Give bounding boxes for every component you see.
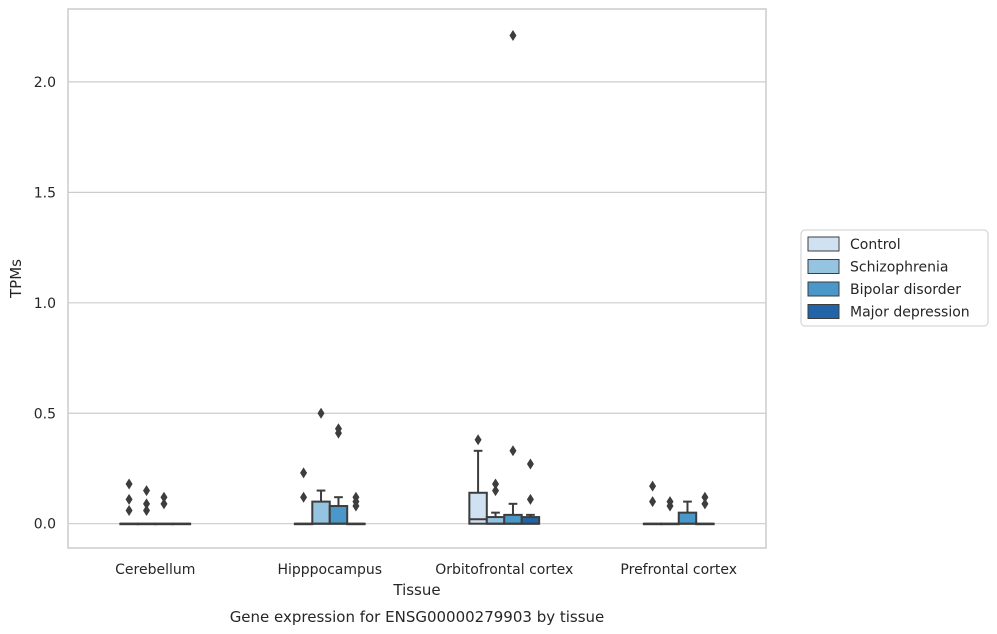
- outlier-point: [160, 498, 168, 510]
- box-rect: [503, 513, 523, 525]
- x-tick-label: Hipppocampus: [277, 562, 382, 578]
- outlier-point: [509, 445, 517, 457]
- box-rect: [468, 491, 488, 525]
- outlier-point: [125, 504, 133, 516]
- box-rect: [677, 511, 698, 525]
- x-tick-label: Cerebellum: [115, 562, 195, 578]
- outlier-point: [143, 498, 151, 510]
- y-tick-label: 0.5: [34, 406, 56, 422]
- y-tick-label: 1.0: [34, 296, 56, 312]
- x-axis-label: Tissue: [392, 581, 440, 599]
- chart-caption: Gene expression for ENSG00000279903 by t…: [230, 608, 605, 626]
- legend-label: Major depression: [850, 305, 970, 321]
- y-axis-ticks: 0.0 0.5 1.0 1.5 2.0: [34, 75, 56, 533]
- x-tick-label: Orbitofrontal cortex: [435, 562, 573, 578]
- outlier-point: [125, 493, 133, 505]
- legend: Control Schizophrenia Bipolar disorder Majo…: [800, 229, 989, 327]
- outlier-point: [666, 496, 674, 508]
- legend-label: Schizophrenia: [850, 260, 948, 276]
- box-control: [119, 478, 139, 526]
- outlier-point: [143, 485, 151, 497]
- box-major-depression: [695, 491, 715, 526]
- box-bipolar-disorder: [677, 500, 698, 525]
- outlier-point: [701, 498, 709, 510]
- outlier-point: [509, 30, 517, 42]
- outlier-point: [334, 423, 342, 435]
- box-bipolar-disorder: [154, 491, 174, 526]
- legend-label: Control: [850, 237, 901, 253]
- outlier-point: [526, 493, 534, 505]
- outlier-point: [526, 458, 534, 470]
- box-major-depression: [171, 522, 192, 526]
- outlier-point: [492, 485, 500, 497]
- legend-label: Bipolar disorder: [850, 282, 961, 298]
- box-control: [642, 480, 663, 526]
- legend-swatch: [807, 259, 840, 274]
- outlier-point: [125, 478, 133, 490]
- outlier-point: [300, 467, 308, 479]
- box-major-depression: [346, 491, 366, 526]
- box-bipolar-disorder: [503, 30, 523, 525]
- box-major-depression: [520, 458, 541, 525]
- box-schizophrenia: [311, 407, 331, 525]
- legend-frame: [800, 229, 989, 327]
- x-axis-ticks: Cerebellum Hipppocampus Orbitofrontal cort…: [115, 562, 737, 578]
- outlier-point: [492, 478, 500, 490]
- outlier-point: [317, 407, 325, 419]
- outlier-point: [701, 491, 709, 503]
- y-tick-label: 2.0: [34, 75, 56, 91]
- outlier-point: [649, 480, 657, 492]
- boxes: [119, 30, 715, 526]
- box-bipolar-disorder: [328, 423, 349, 525]
- box-control: [293, 467, 314, 526]
- box-control: [468, 434, 488, 525]
- legend-swatch: [807, 236, 840, 252]
- box-schizophrenia: [660, 496, 680, 526]
- outlier-point: [300, 491, 308, 503]
- legend-swatch: [807, 304, 840, 319]
- box-rect: [311, 500, 331, 525]
- outlier-point: [143, 504, 151, 516]
- outlier-point: [352, 491, 360, 503]
- plot-area-frame: [67, 8, 767, 549]
- legend-swatch: [807, 281, 840, 297]
- y-tick-label: 0.0: [34, 517, 56, 533]
- outlier-point: [474, 434, 482, 446]
- outlier-point: [160, 491, 168, 503]
- box-schizophrenia: [485, 478, 506, 525]
- box-schizophrenia: [136, 485, 157, 526]
- box-rect: [328, 505, 349, 525]
- x-tick-label: Prefrontal cortex: [620, 562, 737, 578]
- y-axis-label: TPMs: [7, 259, 25, 299]
- gridlines: [68, 81, 766, 525]
- outlier-point: [649, 496, 657, 508]
- y-tick-label: 1.5: [34, 185, 56, 201]
